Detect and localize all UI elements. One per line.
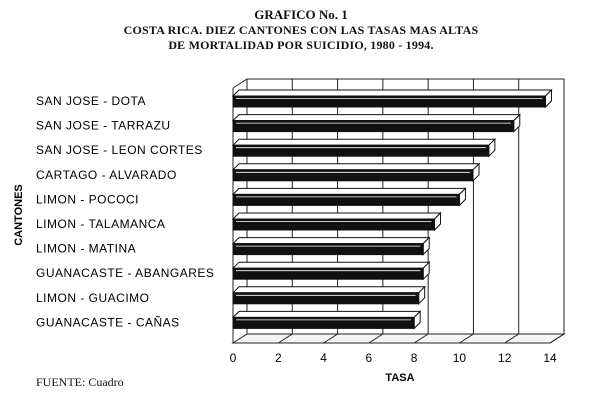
x-tick-label: 2 (275, 351, 282, 365)
x-tick-label: 14 (543, 351, 557, 365)
bar-front (232, 218, 436, 231)
x-tick-labels: 0 2 4 6 8 10 12 14 (230, 351, 557, 365)
x-axis-label: TASA (385, 372, 414, 384)
bar (231, 260, 431, 281)
plot-floor (231, 333, 566, 344)
bar-front (232, 292, 420, 305)
floor-grid-line (504, 333, 519, 344)
bar-front (232, 267, 424, 280)
floor-grid-line (413, 333, 429, 344)
y-axis-label: CANTONES (13, 184, 25, 246)
bar-top (231, 237, 431, 245)
category-label: LIMON - MATINA (36, 242, 136, 256)
chart-subtitle-line-2: DE MORTALIDAD POR SUICIDIO, 1980 - 1994. (168, 38, 434, 52)
bar-front (232, 316, 415, 329)
bar-front (232, 169, 474, 182)
bar (231, 310, 422, 330)
bar (231, 211, 442, 232)
bar (231, 113, 521, 133)
category-label: GUANACASTE - ABANGARES (36, 266, 214, 280)
bar (231, 187, 467, 207)
x-tick-label: 8 (411, 351, 418, 365)
bar-front (232, 95, 546, 108)
floor-grid-line (278, 333, 293, 344)
floor-grid-line (368, 333, 384, 344)
x-tick-label: 10 (453, 351, 467, 365)
x-tick-label: 0 (230, 351, 237, 365)
category-labels: SAN JOSE - DOTA SAN JOSE - TARRAZU SAN JOS… (36, 94, 214, 329)
category-label: SAN JOSE - DOTA (36, 94, 146, 108)
bar-front (232, 243, 424, 256)
bar-top (231, 187, 467, 195)
bar (231, 137, 497, 158)
bar-top (231, 261, 431, 269)
bar (231, 236, 431, 256)
category-label: SAN JOSE - LEON CORTES (36, 143, 203, 157)
floor-grid-line (549, 333, 565, 344)
floor-grid-line (323, 333, 338, 344)
category-label: LIMON - TALAMANCA (36, 217, 165, 231)
bar (231, 162, 481, 183)
category-label: GUANACASTE - CAÑAS (36, 315, 180, 329)
category-label: SAN JOSE - TARRAZU (36, 119, 171, 133)
x-tick-label: 12 (498, 351, 512, 365)
bar-front (232, 144, 490, 157)
category-label: LIMON - GUACIMO (36, 291, 150, 305)
category-label: LIMON - POCOCI (36, 192, 139, 206)
bar-top (231, 114, 521, 122)
bar-top (231, 310, 422, 318)
category-label: CARTAGO - ALVARADO (36, 168, 177, 182)
bar-top (231, 89, 553, 97)
bar (231, 88, 553, 109)
x-tick-label: 6 (366, 351, 373, 365)
chart-title: GRAFICO No. 1 (254, 7, 348, 22)
floor-grid-line (459, 333, 474, 344)
bar-front (232, 193, 460, 206)
chart-subtitle-line-1: COSTA RICA. DIEZ CANTONES CON LAS TASAS … (123, 23, 479, 37)
bar-front (232, 120, 515, 133)
source-note: FUENTE: Cuadro (36, 375, 124, 389)
bar-top (231, 138, 497, 146)
y-axis-depth-line (232, 78, 248, 89)
bar-top (231, 212, 442, 220)
chart-titles: GRAFICO No. 1 COSTA RICA. DIEZ CANTONES … (0, 6, 602, 53)
bar (231, 285, 426, 306)
x-tick-label: 4 (320, 351, 327, 365)
bar-top (231, 163, 481, 171)
bars (231, 88, 553, 330)
bar-top (231, 286, 426, 294)
